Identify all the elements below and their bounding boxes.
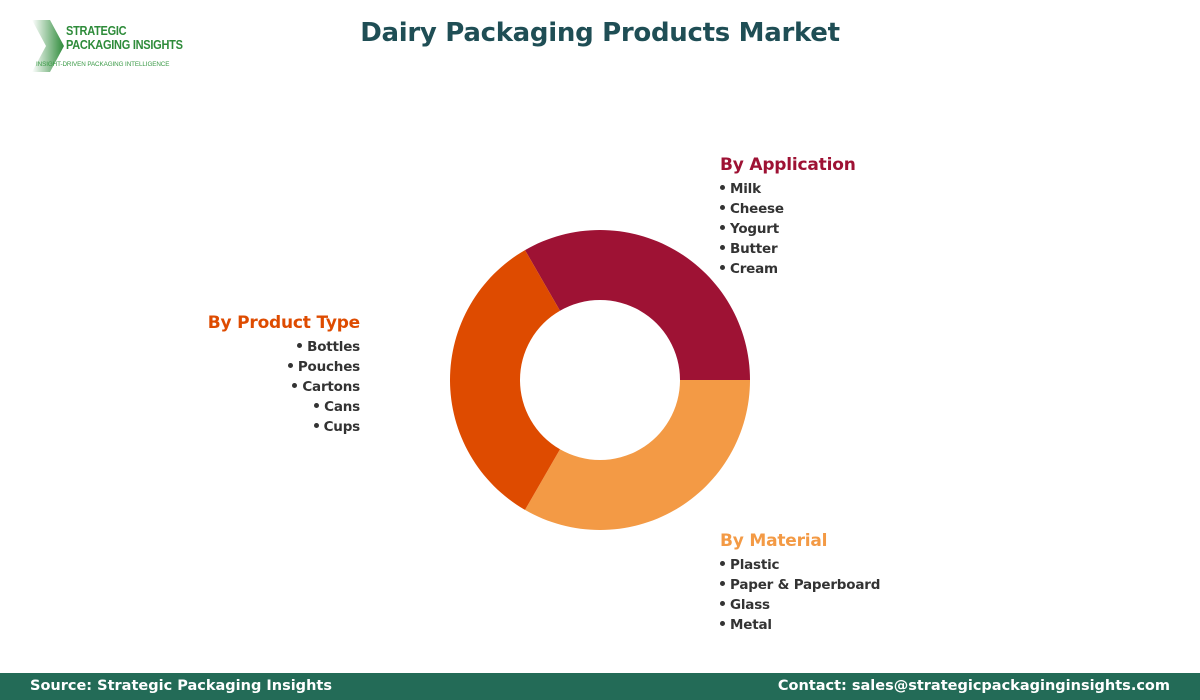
bullet-icon <box>297 342 303 348</box>
list-item: Pouches <box>208 357 360 377</box>
list-item: Paper & Paperboard <box>720 575 880 595</box>
source-text: Source: Strategic Packaging Insights <box>30 678 332 694</box>
bullet-icon <box>720 264 725 270</box>
bullet-icon <box>720 204 725 210</box>
list-item: Cream <box>720 259 856 279</box>
chevron-logo-icon <box>32 20 64 72</box>
donut-segment-by-application <box>525 230 750 380</box>
list-item: Plastic <box>720 555 880 575</box>
donut-segment-by-material <box>525 380 750 530</box>
list-item-label: Cans <box>324 399 360 415</box>
list-item-label: Milk <box>730 181 761 197</box>
list-item: Cheese <box>720 199 856 219</box>
list-item-label: Yogurt <box>730 221 779 237</box>
list-item-label: Metal <box>730 617 772 633</box>
list-item-label: Plastic <box>730 557 780 573</box>
brand-logo: STRATEGIC PACKAGING INSIGHTS INSIGHT-DRI… <box>30 18 210 74</box>
bullet-icon <box>313 422 319 428</box>
bullet-icon <box>720 580 725 586</box>
application-list: Milk Cheese Yogurt Butter Cream <box>720 179 856 279</box>
bullet-icon <box>720 224 725 230</box>
bullet-icon <box>292 382 298 388</box>
bullet-icon <box>720 560 725 566</box>
list-item-label: Cream <box>730 261 778 277</box>
material-list: Plastic Paper & Paperboard Glass Metal <box>720 555 880 635</box>
logo-tagline: INSIGHT-DRIVEN PACKAGING INTELLIGENCE <box>36 61 170 68</box>
bullet-icon <box>720 620 725 626</box>
legend-group-material: By Material Plastic Paper & Paperboard Gla… <box>720 531 880 635</box>
list-item: Milk <box>720 179 856 199</box>
list-item-label: Cheese <box>730 201 784 217</box>
list-item: Glass <box>720 595 880 615</box>
footer-bar: Source: Strategic Packaging Insights Con… <box>0 673 1200 700</box>
bullet-icon <box>720 244 725 250</box>
contact-text: Contact: sales@strategicpackaginginsight… <box>777 678 1170 694</box>
product-type-list: Bottles Pouches Cartons Cans Cups <box>208 337 360 437</box>
bullet-icon <box>287 362 293 368</box>
list-item-label: Bottles <box>307 339 360 355</box>
legend-group-application: By Application Milk Cheese Yogurt Butter Cre… <box>720 155 856 279</box>
bullet-icon <box>314 402 320 408</box>
list-item-label: Butter <box>730 241 778 257</box>
list-item: Yogurt <box>720 219 856 239</box>
bullet-icon <box>720 600 725 606</box>
group-heading-product-type: By Product Type <box>207 313 360 333</box>
list-item: Butter <box>720 239 856 259</box>
list-item: Metal <box>720 615 880 635</box>
bullet-icon <box>720 184 725 190</box>
logo-text-line1: STRATEGIC <box>66 24 127 38</box>
chart-title: Dairy Packaging Products Market <box>360 18 840 48</box>
list-item: Cans <box>208 397 360 417</box>
list-item-label: Glass <box>730 597 770 613</box>
list-item-label: Cups <box>323 419 361 435</box>
list-item: Cartons <box>208 377 360 397</box>
list-item-label: Paper & Paperboard <box>730 577 881 593</box>
group-heading-application: By Application <box>720 155 856 175</box>
list-item-label: Cartons <box>302 379 360 395</box>
list-item: Cups <box>208 417 360 437</box>
donut-segment-by-product-type <box>450 250 560 510</box>
list-item-label: Pouches <box>297 359 360 375</box>
list-item: Bottles <box>208 337 360 357</box>
group-heading-material: By Material <box>720 531 828 551</box>
legend-group-product-type: By Product Type Bottles Pouches Cartons Can… <box>208 313 360 437</box>
logo-text-line2: PACKAGING INSIGHTS <box>66 38 183 52</box>
